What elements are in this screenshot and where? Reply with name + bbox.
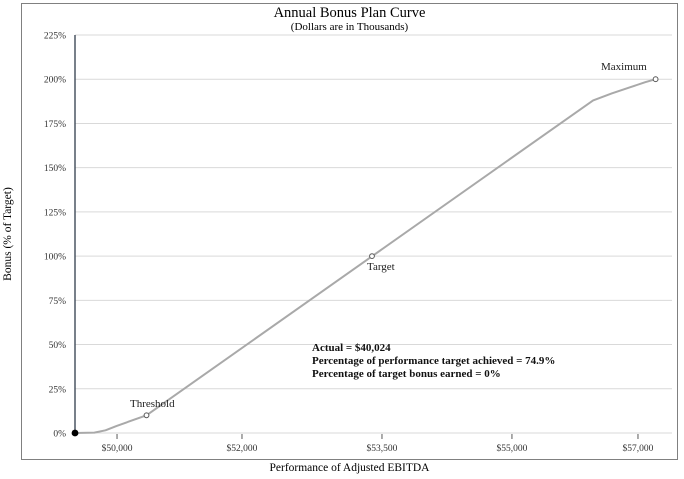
y-tick-label: 0% bbox=[53, 430, 66, 440]
x-tick-label: $52,000 bbox=[227, 443, 258, 454]
y-tick-label: 50% bbox=[49, 341, 67, 351]
annotation-line-actual: Actual = $40,024 bbox=[312, 342, 391, 354]
x-tick-label: $55,000 bbox=[497, 443, 528, 454]
chart-subtitle: (Dollars are in Thousands) bbox=[290, 21, 409, 33]
y-tick-label: 100% bbox=[44, 253, 66, 263]
maximum-marker bbox=[652, 76, 659, 83]
origin-point-marker bbox=[71, 429, 79, 437]
maximum-point-label: Maximum bbox=[601, 61, 647, 73]
target-marker bbox=[369, 253, 375, 260]
y-tick-label: 25% bbox=[49, 385, 67, 395]
target-point-label: Target bbox=[367, 261, 395, 273]
threshold-marker bbox=[143, 412, 150, 419]
y-tick-label: 125% bbox=[44, 208, 66, 218]
x-tick-label: $57,000 bbox=[623, 443, 654, 454]
x-axis-title: Performance of Adjusted EBITDA bbox=[269, 462, 430, 474]
y-tick-label: 200% bbox=[44, 76, 66, 86]
y-tick-label: 225% bbox=[44, 32, 66, 42]
chart-frame bbox=[21, 3, 678, 460]
x-tick-label: $50,000 bbox=[102, 443, 133, 454]
y-tick-label: 75% bbox=[49, 297, 67, 307]
chart-title: Annual Bonus Plan Curve bbox=[273, 5, 426, 21]
y-tick-label: 150% bbox=[44, 164, 66, 174]
annotation-line-bonus-earned: Percentage of target bonus earned = 0% bbox=[312, 368, 501, 380]
annotation-line-target-achieved: Percentage of performance target achieve… bbox=[312, 355, 556, 367]
x-tick-label: $53,500 bbox=[367, 443, 398, 454]
threshold-point-label: Threshold bbox=[130, 398, 175, 410]
y-tick-label: 175% bbox=[44, 120, 66, 130]
actual-performance-annotation: Actual = $40,024 Percentage of performan… bbox=[312, 342, 572, 381]
